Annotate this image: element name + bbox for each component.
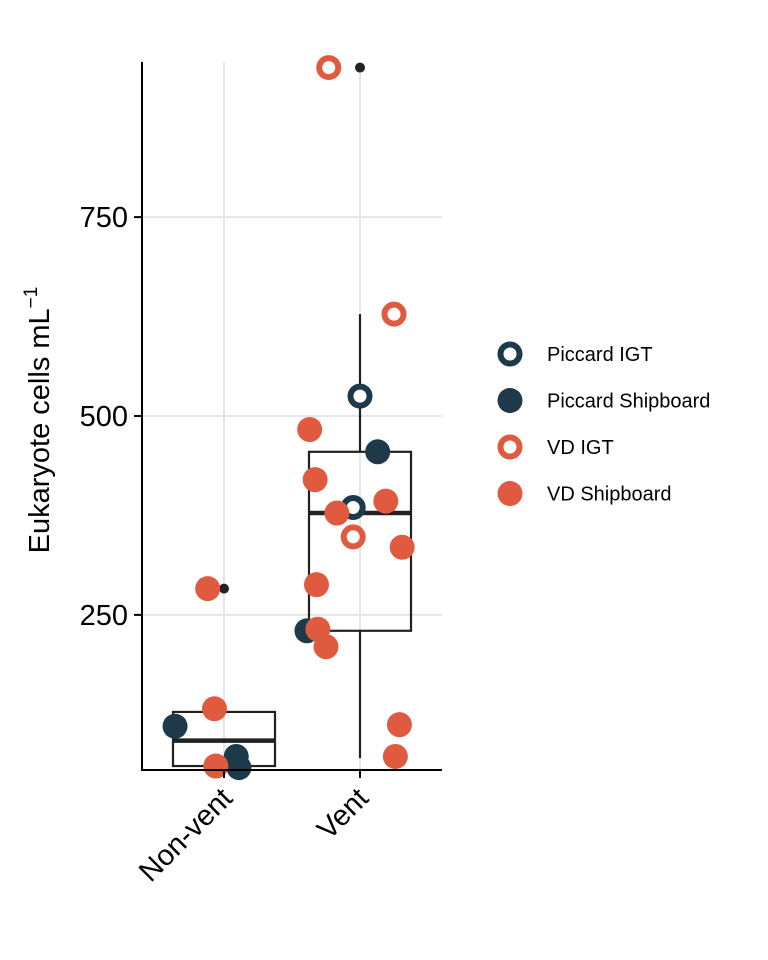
data-point (226, 755, 252, 781)
y-tick-label: 500 (80, 401, 128, 433)
data-point (297, 417, 323, 443)
legend: Piccard IGT Piccard Shipboard VD IGT VD Shi… (497, 341, 710, 506)
legend-item: Piccard Shipboard (497, 388, 710, 413)
data-point (347, 383, 373, 409)
legend-label: VD Shipboard (547, 484, 672, 506)
y-axis-title: Eukaryote cells mL−1 (21, 287, 56, 554)
series-piccard-igt (340, 383, 373, 520)
y-tick-label: 250 (80, 600, 128, 632)
data-point (389, 534, 415, 560)
legend-key (497, 434, 523, 460)
box-layer (171, 62, 413, 768)
data-point (365, 439, 391, 465)
data-point (340, 524, 366, 550)
data-point (382, 743, 408, 769)
point-layer (162, 55, 415, 781)
y-axis-title-superscript: −1 (21, 287, 42, 309)
y-tick-layer: 250 500 750 (80, 202, 142, 632)
legend-item: VD IGT (497, 434, 614, 460)
y-axis-title-text: Eukaryote cells mL (24, 308, 56, 553)
legend-label: Piccard Shipboard (547, 391, 710, 413)
legend-label: Piccard IGT (547, 344, 653, 366)
legend-item: Piccard IGT (497, 341, 653, 367)
data-point (162, 713, 188, 739)
data-point (201, 696, 227, 722)
data-point (386, 712, 412, 738)
outlier-point (219, 583, 229, 594)
legend-item: VD Shipboard (497, 481, 672, 506)
data-point (195, 576, 221, 602)
x-tick-label: Non-vent (133, 782, 239, 888)
data-point (324, 500, 350, 526)
grid-layer (142, 62, 442, 770)
legend-key (497, 481, 523, 506)
data-point (303, 572, 329, 598)
series-vd-shipboard (195, 417, 415, 779)
x-tick-layer: Non-vent Vent (133, 770, 375, 888)
series-vd-igt (316, 55, 407, 550)
legend-label: VD IGT (547, 437, 614, 459)
y-tick-label: 750 (80, 202, 128, 234)
legend-key (497, 388, 523, 413)
data-point (313, 634, 339, 660)
data-point (302, 467, 328, 493)
legend-key (497, 341, 523, 367)
outlier-point (355, 62, 365, 73)
data-point (203, 753, 229, 779)
data-point (381, 301, 407, 327)
data-point (373, 488, 399, 514)
series-piccard-shipboard (162, 439, 391, 781)
data-point (316, 55, 342, 81)
x-tick-label: Vent (311, 782, 375, 846)
